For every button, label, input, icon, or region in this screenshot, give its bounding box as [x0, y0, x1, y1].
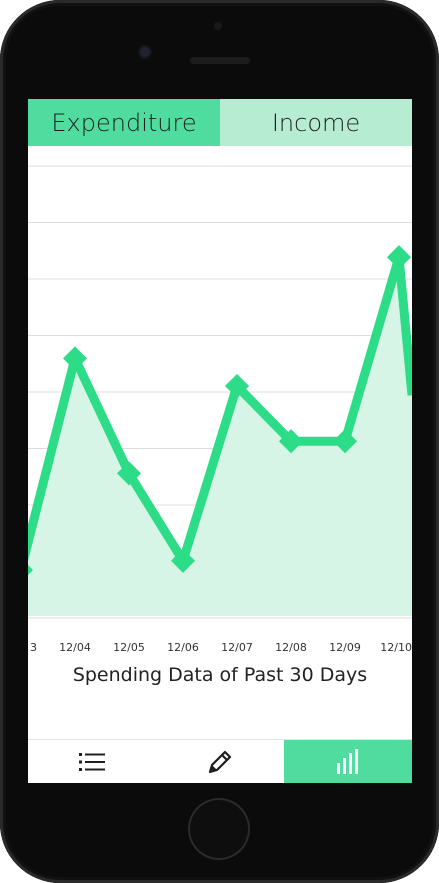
- bar-chart-icon: [337, 749, 358, 774]
- nav-edit-button[interactable]: [156, 740, 284, 783]
- x-tick-label: 12/06: [167, 641, 199, 654]
- volume-up-button: [0, 215, 3, 270]
- segment-tabs: Expenditure Income: [28, 99, 412, 146]
- x-tick-label: 12/08: [275, 641, 307, 654]
- data-point-12-08[interactable]: [278, 429, 304, 454]
- data-point-12-09[interactable]: [332, 429, 358, 454]
- nav-list-button[interactable]: [28, 740, 156, 783]
- tab-income-label: Income: [271, 108, 361, 137]
- volume-down-button: [0, 285, 3, 340]
- x-tick-label: 12/04: [59, 641, 91, 654]
- home-button[interactable]: [190, 800, 248, 858]
- nav-stats-button[interactable]: [284, 740, 412, 783]
- tab-income[interactable]: Income: [220, 99, 412, 146]
- tab-expenditure[interactable]: Expenditure: [28, 99, 220, 146]
- front-camera: [140, 47, 150, 57]
- data-point-12-04[interactable]: [62, 346, 88, 371]
- mute-switch: [0, 160, 3, 190]
- x-tick-label: 12/05: [113, 641, 145, 654]
- x-tick-label: 12/10: [380, 641, 412, 654]
- data-point-12-10[interactable]: [386, 245, 412, 270]
- pencil-icon: [208, 750, 232, 774]
- data-point-12-07[interactable]: [224, 373, 250, 399]
- bottom-navigation: [28, 739, 412, 783]
- power-button: [436, 175, 439, 230]
- app-screen: Expenditure Income 3 12/04 12/05 12/06 12/07…: [28, 99, 412, 783]
- data-point-12-05[interactable]: [116, 461, 142, 486]
- x-tick-label: 12/07: [221, 641, 253, 654]
- x-tick-label: 12/09: [329, 641, 361, 654]
- tab-expenditure-label: Expenditure: [51, 108, 197, 137]
- chart-title: Spending Data of Past 30 Days: [72, 664, 368, 686]
- earpiece-speaker: [190, 57, 250, 64]
- list-icon: [79, 753, 105, 771]
- proximity-sensor: [214, 22, 222, 30]
- x-tick-label: 3: [30, 641, 37, 654]
- spending-line-chart: 3 12/04 12/05 12/06 12/07 12/08 12/09 12/10: [28, 165, 412, 654]
- series-area: [28, 257, 412, 616]
